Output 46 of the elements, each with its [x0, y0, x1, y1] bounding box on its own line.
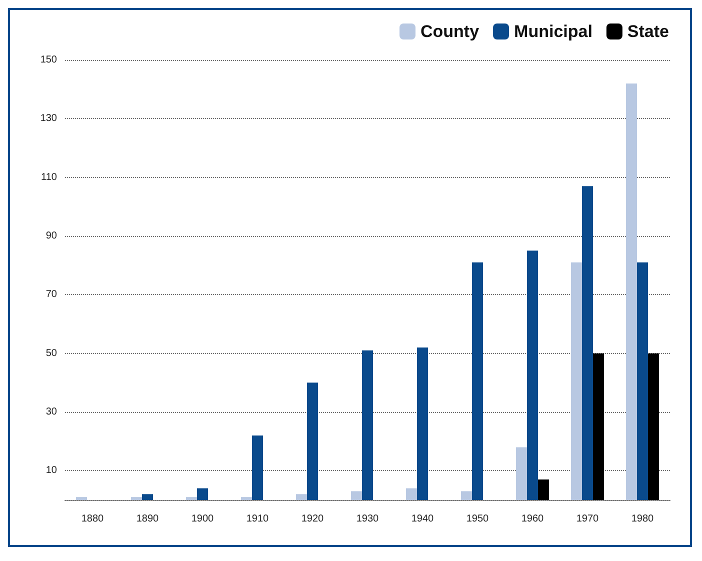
y-tick-label: 90: [46, 230, 58, 242]
x-tick-label: 1970: [576, 514, 600, 524]
legend-label: State: [627, 22, 670, 41]
bar: [516, 447, 527, 500]
y-tick-label: 150: [40, 54, 58, 66]
y-tick-label: 10: [46, 465, 58, 476]
y-tick-label: 130: [40, 113, 58, 124]
bar: [142, 494, 153, 500]
x-tick-label: 1980: [631, 514, 654, 524]
bar: [538, 479, 549, 500]
bar: [406, 488, 417, 500]
bar: [241, 497, 252, 500]
bar: [593, 353, 604, 500]
bar: [362, 350, 373, 500]
bar: [648, 353, 659, 500]
y-tick-label: 110: [41, 172, 58, 183]
bar: [626, 83, 637, 500]
bar: [571, 262, 582, 500]
bar: [186, 497, 197, 500]
x-tick-label: 1940: [411, 514, 434, 524]
x-tick-label: 1890: [136, 514, 160, 524]
bar: [527, 250, 538, 500]
bar: [351, 491, 362, 500]
bar: [582, 186, 593, 500]
bar: [637, 262, 648, 500]
y-tick-label: 50: [46, 348, 58, 359]
bar: [296, 494, 307, 500]
legend-label: Municipal: [514, 22, 592, 41]
bar: [197, 488, 208, 500]
bar: [417, 347, 428, 500]
bar: [76, 497, 87, 500]
bar: [461, 491, 472, 500]
x-tick-label: 1920: [301, 514, 324, 524]
x-tick-label: 1960: [521, 514, 544, 524]
bar: [252, 435, 263, 500]
y-tick-label: 70: [46, 289, 58, 300]
bar: [472, 262, 483, 500]
y-tick-label: 30: [46, 406, 58, 418]
x-tick-label: 1930: [356, 514, 380, 524]
x-tick-label: 1910: [246, 514, 270, 524]
bar: [131, 497, 142, 500]
x-tick-label: 1950: [466, 514, 490, 524]
legend-label: County: [420, 22, 480, 41]
bar: [307, 382, 318, 500]
x-tick-label: 1880: [81, 514, 104, 524]
x-tick-label: 1900: [191, 514, 214, 524]
